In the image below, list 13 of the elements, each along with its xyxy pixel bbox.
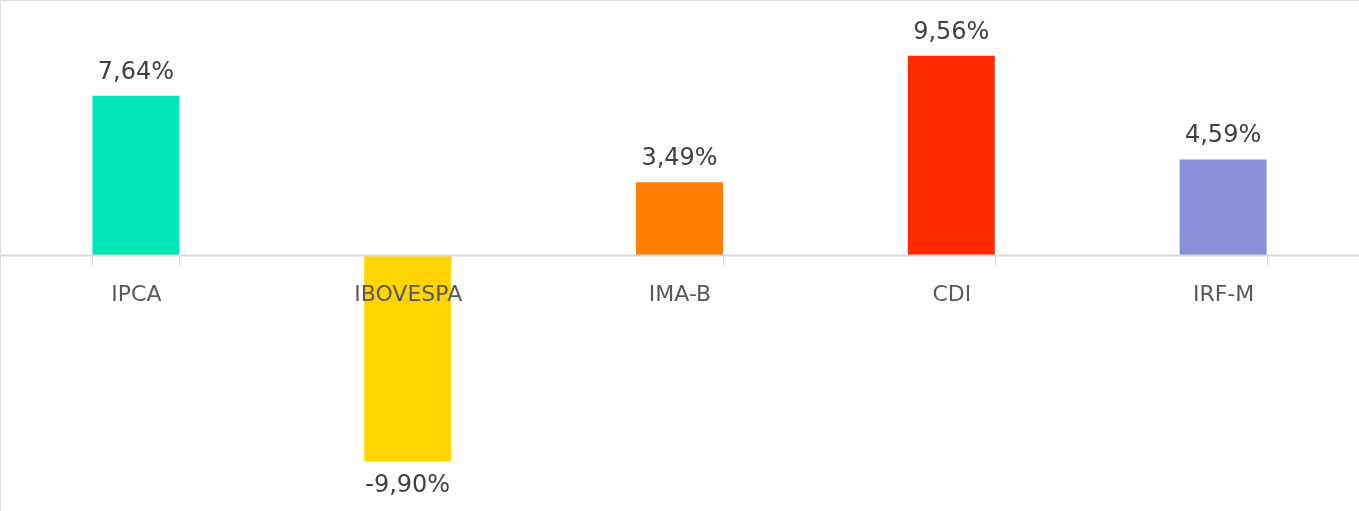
x-tick-label: CDI <box>932 280 972 306</box>
data-label: -9,90% <box>365 470 451 499</box>
x-tick-label: IRF-M <box>1192 280 1255 306</box>
bar <box>636 182 723 256</box>
data-label: 9,56% <box>913 16 990 45</box>
x-tick-label: IPCA <box>111 280 162 306</box>
bar <box>1179 159 1267 256</box>
x-tick-label: IMA-B <box>648 280 712 306</box>
data-label: 4,59% <box>1184 120 1262 149</box>
data-label: 7,64% <box>97 56 175 85</box>
bar <box>92 95 180 256</box>
data-label: 3,49% <box>641 143 718 172</box>
bar <box>907 55 995 256</box>
